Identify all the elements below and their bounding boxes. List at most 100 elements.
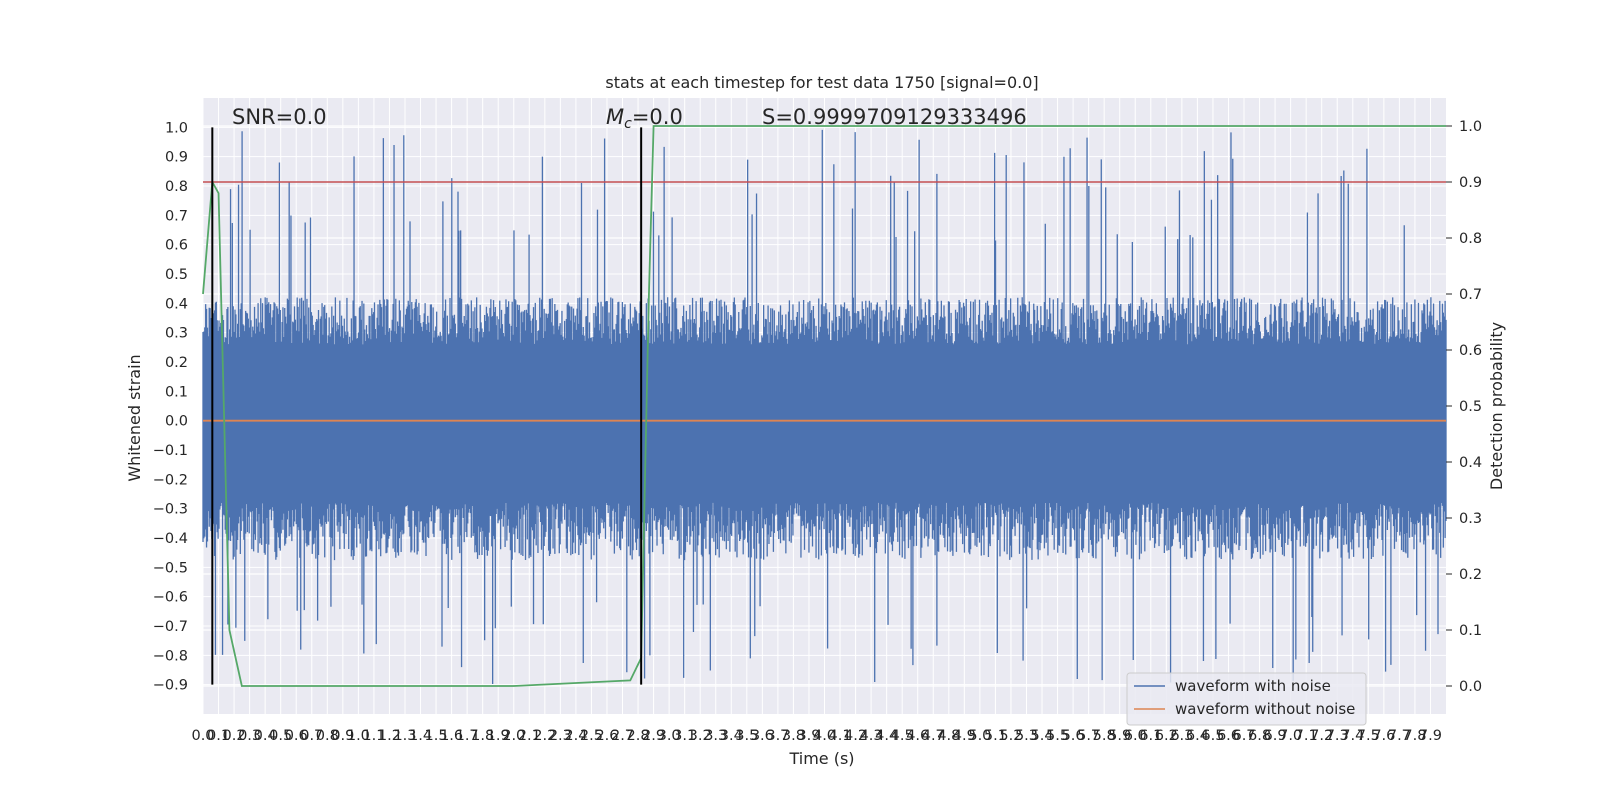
x-tick-label: 0.7 <box>300 728 323 744</box>
x-tick-label: 2.6 <box>595 728 618 744</box>
x-tick-label: 2.4 <box>564 728 587 744</box>
x-tick-label: 4.0 <box>813 728 836 744</box>
y-tick-label: −0.9 <box>153 678 188 694</box>
x-tick-label: 1.1 <box>362 728 385 744</box>
x-tick-label: 7.2 <box>1310 728 1333 744</box>
y-tick-label: −0.7 <box>153 619 188 635</box>
x-tick-label: 1.0 <box>347 728 370 744</box>
x-tick-label: 5.6 <box>1062 728 1085 744</box>
y2-tick-label: 0.9 <box>1459 175 1482 191</box>
x-tick-label: 6.8 <box>1248 728 1271 744</box>
x-tick-label: 4.8 <box>937 728 960 744</box>
y-tick-label: −0.2 <box>153 472 188 488</box>
x-tick-label: 3.3 <box>704 728 727 744</box>
y-tick-label: 0.8 <box>165 179 188 195</box>
x-tick-label: 7.8 <box>1403 728 1426 744</box>
y2-tick-label: 0.5 <box>1459 399 1482 415</box>
y2-tick-label: 0.1 <box>1459 623 1482 639</box>
y-tick-label: 0.1 <box>165 384 188 400</box>
x-axis-ticks: 0.00.10.20.30.40.50.60.70.80.91.01.11.21… <box>191 728 1442 744</box>
y-axis-ticks: 1.0 0.9 0.8 0.7 0.6 0.5 0.4 0.3 0.2 0.1 0.0 −0.1 −0.… <box>153 120 188 693</box>
x-tick-label: 6.9 <box>1264 728 1287 744</box>
x-tick-label: 0.9 <box>331 728 354 744</box>
y-tick-label: −0.5 <box>153 560 188 576</box>
y-tick-label: −0.3 <box>153 502 188 518</box>
x-tick-label: 0.2 <box>223 728 246 744</box>
x-tick-label: 4.6 <box>906 728 929 744</box>
legend-label-noise: waveform with noise <box>1175 677 1331 695</box>
x-tick-label: 3.8 <box>782 728 805 744</box>
x-tick-label: 3.5 <box>735 728 758 744</box>
series-waveform-with-noise <box>202 129 1447 685</box>
snr-annotation: SNR=0.0 <box>232 105 327 129</box>
legend-label-clean: waveform without noise <box>1175 700 1355 718</box>
mc-value: =0.0 <box>632 105 683 129</box>
x-tick-label: 6.2 <box>1155 728 1178 744</box>
x-tick-label: 1.9 <box>487 728 510 744</box>
x-tick-label: 0.5 <box>269 728 292 744</box>
y2-tick-label: 0.8 <box>1459 231 1482 247</box>
x-tick-label: 3.2 <box>689 728 712 744</box>
x-tick-label: 5.7 <box>1077 728 1100 744</box>
x-tick-label: 3.0 <box>658 728 681 744</box>
y-tick-label: 0.9 <box>165 150 188 166</box>
x-tick-label: 5.1 <box>984 728 1007 744</box>
x-tick-label: 2.2 <box>533 728 556 744</box>
legend: waveform with noise waveform without noi… <box>1126 672 1367 726</box>
series-detection-probability <box>202 125 1446 687</box>
x-tick-label: 1.5 <box>425 728 448 744</box>
mc-annotation: Mc=0.0 <box>606 105 683 132</box>
x-tick-label: 2.7 <box>611 728 634 744</box>
x-tick-label: 2.3 <box>549 728 572 744</box>
x-tick-label: 2.0 <box>502 728 525 744</box>
x-tick-label: 7.5 <box>1357 728 1380 744</box>
x-tick-label: 5.2 <box>999 728 1022 744</box>
y-tick-label: −0.4 <box>153 531 188 547</box>
x-tick-label: 2.8 <box>627 728 650 744</box>
x-tick-label: 7.1 <box>1295 728 1318 744</box>
x-tick-label: 0.0 <box>191 728 214 744</box>
x-tick-label: 5.5 <box>1046 728 1069 744</box>
y-tick-label: 0.0 <box>165 414 188 430</box>
chart-title: stats at each timestep for test data 175… <box>605 73 1038 92</box>
x-tick-label: 5.0 <box>968 728 991 744</box>
x-tick-label: 4.3 <box>860 728 883 744</box>
y2-tick-label: 0.4 <box>1459 455 1482 471</box>
x-tick-label: 4.1 <box>829 728 852 744</box>
y-tick-label: 0.7 <box>165 208 188 224</box>
x-tick-label: 3.4 <box>720 728 743 744</box>
y-tick-label: 0.5 <box>165 267 188 283</box>
x-tick-label: 6.4 <box>1186 728 1209 744</box>
x-tick-label: 4.7 <box>922 728 945 744</box>
x-tick-label: 1.7 <box>456 728 479 744</box>
x-tick-label: 2.5 <box>580 728 603 744</box>
x-tick-label: 1.4 <box>409 728 432 744</box>
x-tick-label: 7.6 <box>1372 728 1395 744</box>
x-axis-label: Time (s) <box>788 749 854 768</box>
x-tick-label: 7.3 <box>1326 728 1349 744</box>
x-tick-label: 4.9 <box>953 728 976 744</box>
y2-tick-label: 0.0 <box>1459 679 1482 695</box>
s-annotation: S=0.9999709129333496 <box>762 105 1027 129</box>
x-tick-label: 3.9 <box>797 728 820 744</box>
y2-tick-label: 0.3 <box>1459 511 1482 527</box>
x-tick-label: 3.6 <box>751 728 774 744</box>
x-tick-label: 1.3 <box>393 728 416 744</box>
probability-trace <box>202 125 1446 687</box>
x-tick-label: 6.0 <box>1124 728 1147 744</box>
y-tick-label: 0.2 <box>165 355 188 371</box>
noise-trace <box>202 129 1447 685</box>
legend-box <box>1126 672 1367 726</box>
x-tick-label: 6.3 <box>1170 728 1193 744</box>
x-tick-label: 2.1 <box>518 728 541 744</box>
y-tick-label: 1.0 <box>165 120 188 136</box>
y2-axis-ticks: 1.0 0.9 0.8 0.7 0.6 0.5 0.4 0.3 0.2 0.1 0.0 <box>1446 119 1482 695</box>
y2-tick-label: 0.7 <box>1459 287 1482 303</box>
x-tick-label: 0.6 <box>285 728 308 744</box>
x-tick-label: 0.4 <box>254 728 277 744</box>
annotations: SNR=0.0 Mc=0.0 S=0.9999709129333496 <box>232 105 1027 132</box>
x-tick-label: 6.6 <box>1217 728 1240 744</box>
y-tick-label: −0.6 <box>153 590 188 606</box>
x-tick-label: 0.1 <box>207 728 230 744</box>
mc-symbol: M <box>606 105 624 129</box>
